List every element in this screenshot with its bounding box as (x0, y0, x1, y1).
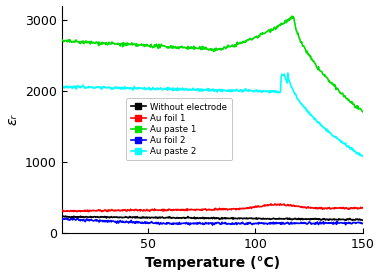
Au foil 2 (210, 223, 215, 227)
Line: Au paste 1: Au paste 1 (62, 16, 363, 112)
Au foil 1 (60, 209, 64, 212)
Au foil 2 (60, 217, 64, 220)
Without electrode (60, 215, 64, 218)
Au paste 1 (204, 47, 209, 51)
Au foil 2 (354, 221, 359, 224)
Au foil 1 (354, 206, 359, 210)
Au paste 2 (204, 88, 209, 92)
Without electrode (360, 219, 365, 222)
Line: Au foil 1: Au foil 1 (62, 204, 363, 212)
Without electrode (344, 219, 348, 222)
Au foil 2 (360, 222, 365, 225)
Without electrode (223, 217, 227, 221)
Au foil 2 (307, 220, 312, 224)
Au foil 1 (269, 202, 273, 206)
Au foil 2 (240, 222, 244, 225)
Au foil 1 (205, 208, 209, 212)
Line: Without electrode: Without electrode (62, 216, 363, 220)
Au paste 2 (222, 89, 227, 92)
Au paste 1 (354, 106, 358, 110)
Without electrode (307, 217, 311, 221)
Line: Au foil 2: Au foil 2 (62, 218, 363, 225)
Line: Au paste 2: Au paste 2 (62, 73, 363, 156)
Au paste 1 (60, 38, 64, 42)
Au foil 1 (239, 207, 244, 210)
Au paste 1 (290, 15, 294, 18)
Au paste 1 (307, 52, 311, 56)
X-axis label: Temperature (°C): Temperature (°C) (145, 256, 280, 270)
Without electrode (205, 216, 209, 220)
Au paste 1 (222, 45, 227, 49)
Au paste 2 (203, 89, 207, 92)
Au paste 1 (203, 47, 207, 51)
Au foil 2 (65, 217, 70, 220)
Au foil 1 (307, 206, 312, 209)
Au paste 1 (360, 110, 365, 113)
Au foil 2 (223, 222, 228, 225)
Au foil 2 (203, 221, 207, 225)
Au paste 2 (307, 111, 311, 114)
Au paste 2 (239, 88, 243, 91)
Without electrode (354, 218, 359, 221)
Legend: Without electrode, Au foil 1, Au paste 1, Au foil 2, Au paste 2: Without electrode, Au foil 1, Au paste 1… (126, 98, 232, 160)
Au foil 2 (205, 222, 209, 225)
Au paste 2 (60, 85, 64, 89)
Au foil 1 (360, 206, 365, 209)
Au paste 2 (354, 150, 358, 153)
Au foil 1 (223, 208, 227, 211)
Without electrode (63, 214, 68, 218)
Y-axis label: εᵣ: εᵣ (6, 114, 19, 125)
Au paste 2 (360, 154, 365, 158)
Without electrode (203, 217, 207, 220)
Au foil 1 (203, 207, 207, 211)
Au paste 1 (239, 42, 243, 45)
Au foil 1 (86, 210, 91, 213)
Without electrode (239, 216, 244, 220)
Au paste 2 (285, 71, 290, 75)
